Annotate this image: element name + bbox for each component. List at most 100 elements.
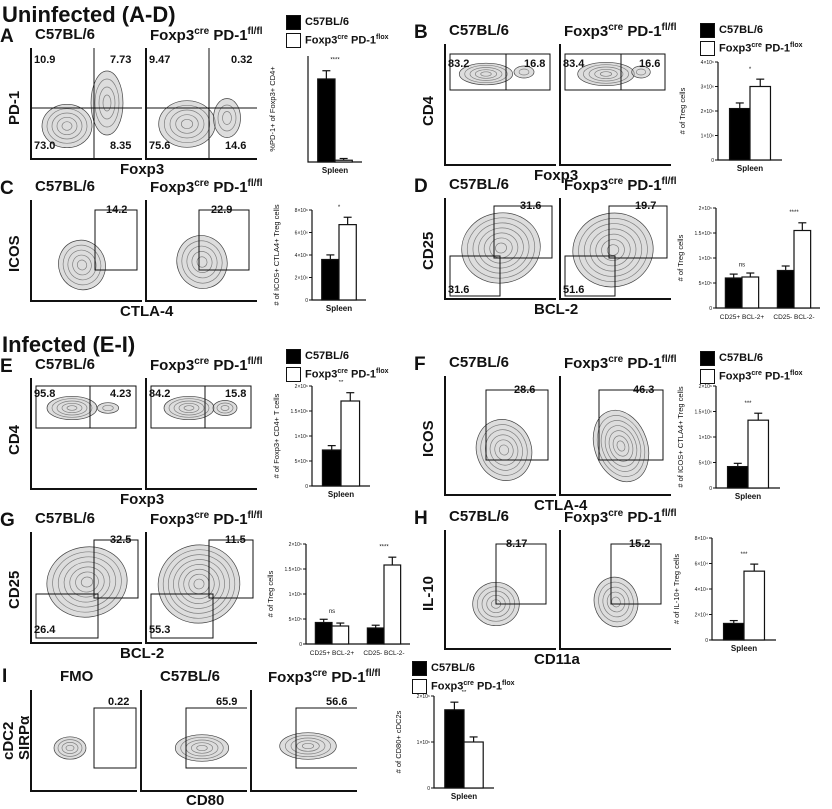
contour bbox=[461, 212, 541, 284]
legend-row-wt: C57BL/6 bbox=[700, 350, 803, 366]
strain-name: Foxp3 bbox=[268, 669, 313, 686]
legend-label-mid: PD-1 bbox=[347, 368, 377, 381]
flow-plot-A-wt bbox=[30, 48, 142, 160]
y-tick-label: 1×10⁶ bbox=[289, 592, 302, 598]
y-axis-label: # of Treg cells bbox=[678, 87, 687, 134]
wt-strain-header: C57BL/6 bbox=[449, 354, 509, 371]
flow-plot-E-wt-value: 4.23 bbox=[110, 388, 132, 400]
bar-chart-F: 0 5×10⁵ 1×10⁶ 1.5×10⁶ 2×10⁶ *** Spleen # of ICO… bbox=[676, 384, 780, 501]
ko-strain-header: Foxp3cre PD-1fl/fl bbox=[150, 26, 263, 44]
flow-plot-I-fmo-value: 0.22 bbox=[108, 696, 130, 708]
flow-plot-F-ko-value: 46.3 bbox=[633, 384, 655, 396]
strain-sup: fl/fl bbox=[247, 356, 263, 367]
legend-label-mid: PD-1 bbox=[761, 42, 791, 55]
strain-name: C57BL/6 bbox=[449, 22, 510, 39]
flow-plot-E-wt-value: 95.8 bbox=[34, 388, 56, 400]
flow-plot-B-ko-svg bbox=[564, 53, 666, 91]
strain-sup: cre bbox=[608, 508, 624, 519]
y-tick-label: 4×10⁶ bbox=[295, 253, 308, 259]
bar-chart-B: 0 1×10⁶ 2×10⁶ 3×10⁶ 4×10⁶ * Spleen # of Treg ce… bbox=[678, 60, 782, 173]
strain-name: FMO bbox=[60, 668, 94, 685]
legend-swatch-ko bbox=[700, 369, 715, 385]
panel-letter-B: B bbox=[414, 22, 428, 43]
y-axis-label: %PD-1+ of Foxp3+ CD4+ bbox=[268, 66, 277, 152]
flow-plot-G-wt-value: 32.5 bbox=[110, 534, 132, 546]
y-tick-label: 0 bbox=[305, 298, 308, 304]
contour bbox=[176, 235, 228, 289]
flow-plot-C-ko bbox=[145, 200, 257, 302]
y-tick-label: 1.5×10⁶ bbox=[291, 409, 309, 415]
flow-plot-A-ko bbox=[145, 48, 257, 160]
flow-plot-I-wt bbox=[140, 690, 247, 792]
flow-plot-G-wt-svg bbox=[35, 539, 139, 639]
x-axis-label: Spleen bbox=[322, 166, 348, 175]
legend-sup: flox bbox=[502, 680, 515, 687]
y-axis-label: # of CD80+ cDC2s bbox=[394, 710, 403, 773]
x-axis-label: Spleen bbox=[735, 492, 761, 501]
gate bbox=[449, 255, 501, 297]
strain-sup: cre bbox=[608, 354, 624, 365]
y-tick-label: 0 bbox=[427, 786, 430, 792]
y-axis-label: # of ICOS+ CTLA4+ Treg cells bbox=[676, 386, 685, 488]
wt-strain-header: C57BL/6 bbox=[449, 508, 509, 525]
flow-plot-A-wt-value: 73.0 bbox=[34, 140, 56, 152]
y-tick-label: 2×10⁶ bbox=[699, 384, 712, 390]
bar-chart-A: **** Spleen %PD-1+ of Foxp3+ CD4+ bbox=[268, 56, 362, 175]
panel-letter-D: D bbox=[414, 176, 428, 197]
ko-strain-header: Foxp3cre PD-1fl/fl bbox=[150, 178, 263, 196]
y-tick-label: 1×10⁶ bbox=[701, 134, 714, 140]
ko-strain-header: Foxp3cre PD-1fl/fl bbox=[564, 22, 677, 40]
flow-plot-B-wt-value: 83.2 bbox=[448, 58, 470, 70]
strain-mid: PD-1 bbox=[209, 511, 248, 528]
strain-mid: PD-1 bbox=[327, 669, 366, 686]
significance-label: **** bbox=[789, 210, 799, 216]
x-axis-label: Spleen bbox=[328, 490, 354, 499]
bar-wt bbox=[722, 622, 745, 641]
legend: C57BL/6 Foxp3cre PD-1flox bbox=[286, 14, 389, 49]
flow-plot-F-wt bbox=[444, 376, 556, 496]
bar-ko bbox=[331, 625, 350, 645]
flow-plot-D-ko-svg bbox=[564, 205, 668, 297]
flow-plot-G-ko-value: 11.5 bbox=[225, 534, 246, 546]
panel-letter-F: F bbox=[414, 354, 426, 375]
wt-strain-header: C57BL/6 bbox=[449, 176, 509, 193]
legend-label-wt: C57BL/6 bbox=[719, 352, 764, 364]
strain-name: Foxp3 bbox=[564, 23, 609, 40]
flow-plot-D-wt-svg bbox=[449, 205, 553, 297]
flow-plot-F-wt-svg bbox=[475, 389, 549, 481]
legend-label-ko: Foxp3 bbox=[305, 34, 338, 47]
gate bbox=[564, 53, 666, 91]
y-tick-label: 4×10⁶ bbox=[701, 60, 714, 66]
significance-label: * bbox=[338, 205, 341, 211]
strain-name: C57BL/6 bbox=[35, 510, 96, 527]
legend-label-ko: Foxp3 bbox=[719, 42, 752, 55]
y-tick-label: 2×10⁶ bbox=[699, 206, 712, 212]
bar-chart-G: 0 5×10⁵ 1×10⁶ 1.5×10⁶ 2×10⁶ ns CD25+ BCL-2+ ***… bbox=[266, 542, 410, 657]
strain-mid: PD-1 bbox=[623, 509, 662, 526]
flow-plot-C-wt-svg bbox=[58, 209, 138, 291]
strain-name: Foxp3 bbox=[150, 511, 195, 528]
y-tick-label: 0 bbox=[709, 306, 712, 312]
x-axis-label-H: CD11a bbox=[534, 651, 580, 668]
strain-name: C57BL/6 bbox=[35, 178, 96, 195]
y-axis-label-I: SIRPα bbox=[16, 715, 33, 760]
x-axis-label-B: Foxp3 bbox=[534, 167, 579, 184]
flow-plot-D-wt-value: 31.6 bbox=[520, 200, 542, 212]
flow-plot-I-wt-value: 65.9 bbox=[216, 696, 238, 708]
flow-plot-C-wt bbox=[30, 200, 142, 302]
contour bbox=[58, 239, 106, 291]
flow-plot-E-ko-value: 84.2 bbox=[149, 388, 171, 400]
flow-plot-E-ko bbox=[145, 378, 257, 490]
gate bbox=[208, 539, 254, 599]
wt-strain-header: C57BL/6 bbox=[449, 22, 509, 39]
x-axis-label: Spleen bbox=[737, 164, 763, 173]
contour bbox=[53, 736, 87, 760]
panel-letter-C: C bbox=[0, 178, 14, 199]
strain-sup: cre bbox=[194, 356, 210, 367]
strain-name: Foxp3 bbox=[564, 355, 609, 372]
strain-name: Foxp3 bbox=[150, 357, 195, 374]
gate bbox=[295, 707, 357, 769]
flow-plot-D-ko-value: 19.7 bbox=[635, 200, 657, 212]
legend-sup: flox bbox=[790, 42, 803, 49]
flow-plot-H-wt-value: 8.17 bbox=[506, 538, 528, 550]
